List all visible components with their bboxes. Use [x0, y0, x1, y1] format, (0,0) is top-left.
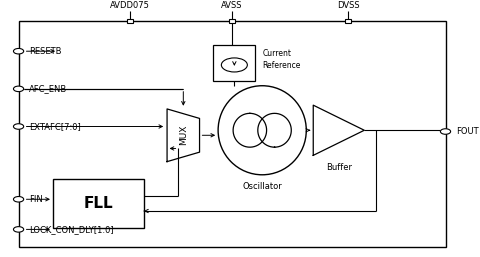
Bar: [345, 20, 351, 23]
Polygon shape: [313, 105, 364, 155]
Text: RESETB: RESETB: [29, 47, 61, 56]
Text: Buffer: Buffer: [326, 163, 352, 172]
Text: Oscillator: Oscillator: [242, 182, 282, 191]
Bar: [229, 20, 235, 23]
Circle shape: [13, 197, 24, 202]
Circle shape: [13, 124, 24, 129]
Text: AVDD075: AVDD075: [110, 1, 150, 10]
Text: DVSS: DVSS: [337, 1, 360, 10]
Text: LOCK_CON_DLY[1:0]: LOCK_CON_DLY[1:0]: [29, 225, 113, 234]
Circle shape: [441, 129, 451, 134]
Text: MUX: MUX: [180, 125, 189, 145]
Bar: [53, 179, 144, 228]
Bar: [127, 20, 133, 23]
Circle shape: [221, 58, 247, 72]
Text: Current
Reference: Current Reference: [262, 49, 300, 70]
Circle shape: [13, 49, 24, 54]
Ellipse shape: [218, 86, 306, 175]
Text: AVSS: AVSS: [221, 1, 243, 10]
Text: EXTAFC[7:0]: EXTAFC[7:0]: [29, 122, 81, 131]
Text: FOUT: FOUT: [456, 127, 479, 136]
Text: AFC_ENB: AFC_ENB: [29, 84, 67, 93]
Bar: [214, 45, 255, 81]
Polygon shape: [167, 109, 200, 162]
Text: FIN: FIN: [29, 195, 43, 204]
Text: FLL: FLL: [84, 196, 113, 211]
Circle shape: [13, 86, 24, 91]
Circle shape: [13, 227, 24, 232]
